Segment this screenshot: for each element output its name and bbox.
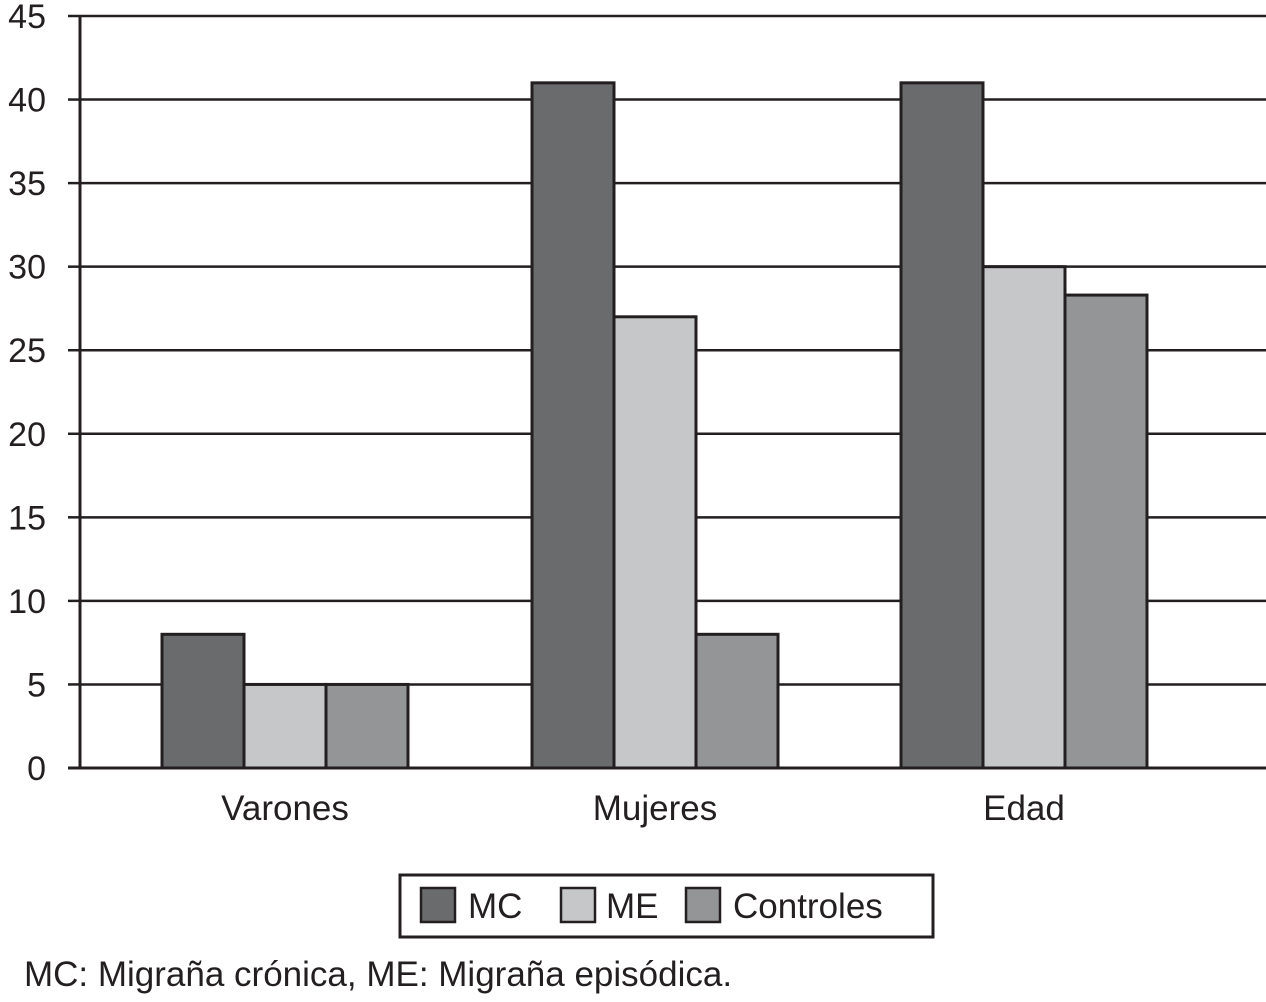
y-tick-label: 40 — [8, 82, 46, 120]
bar-controles-mujeres — [694, 632, 780, 770]
y-tick-label: 5 — [27, 666, 46, 704]
bar-me-varones — [242, 682, 328, 770]
legend: MC ME Controles — [398, 873, 935, 939]
x-category-label: Mujeres — [593, 789, 717, 828]
x-category-labels: Varones Mujeres Edad — [221, 789, 1065, 828]
legend-swatch-mc — [419, 886, 457, 924]
y-tick-label: 10 — [8, 583, 46, 621]
legend-label-mc: MC — [468, 887, 522, 926]
legend-swatch-me — [559, 886, 597, 924]
bar-controles-edad — [1063, 293, 1149, 770]
y-tick-label: 35 — [8, 165, 46, 203]
y-tick-label: 30 — [8, 249, 46, 287]
axes — [68, 14, 1266, 770]
y-tick-label: 25 — [8, 332, 46, 370]
bar-me-mujeres — [612, 315, 698, 770]
legend-box — [398, 873, 935, 939]
x-category-label: Varones — [221, 789, 349, 828]
y-tick-labels: 0 5 10 15 20 25 30 35 40 45 — [8, 0, 46, 788]
legend-swatch-controles — [684, 886, 722, 924]
y-tick-label: 0 — [27, 750, 46, 788]
bar-mc-varones — [160, 632, 246, 770]
bar-controles-varones — [324, 682, 410, 770]
bars — [160, 81, 1149, 770]
bar-mc-mujeres — [530, 81, 616, 770]
y-tick-label: 20 — [8, 416, 46, 454]
bar-mc-edad — [899, 81, 985, 770]
x-category-label: Edad — [983, 789, 1065, 828]
y-tick-label: 15 — [8, 499, 46, 537]
figure-caption: MC: Migraña crónica, ME: Migraña episódi… — [24, 955, 733, 994]
bar-me-edad — [981, 265, 1067, 770]
y-tick-label: 45 — [8, 0, 46, 36]
legend-label-me: ME — [606, 887, 659, 926]
legend-label-controles: Controles — [733, 887, 883, 926]
